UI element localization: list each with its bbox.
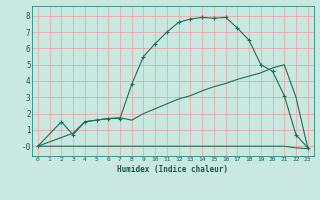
X-axis label: Humidex (Indice chaleur): Humidex (Indice chaleur) (117, 165, 228, 174)
